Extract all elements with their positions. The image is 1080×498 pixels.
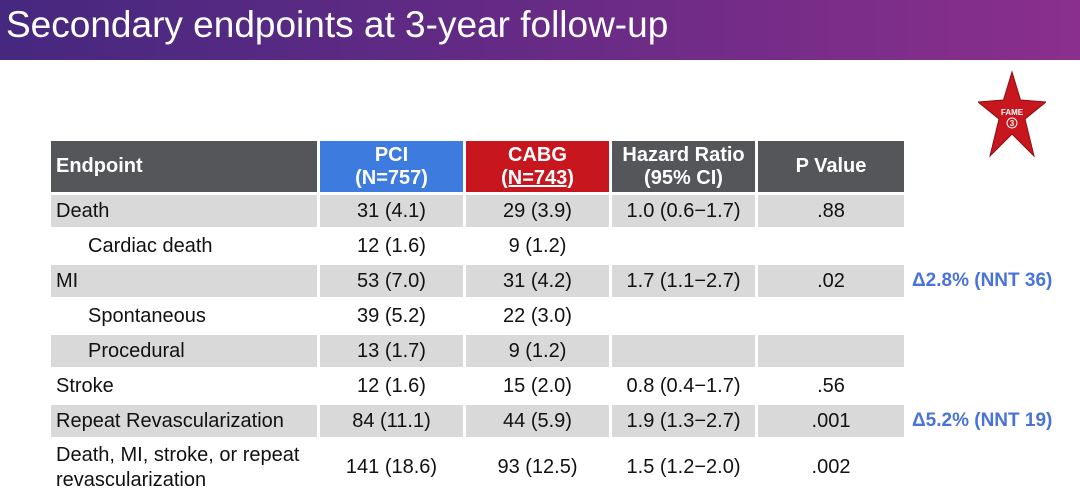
endpoint-cell: MI (51, 265, 317, 297)
header-pci-label: PCI (374, 143, 409, 166)
header-endpoint: Endpoint (51, 141, 317, 192)
p-cell (758, 335, 904, 367)
cabg-cell: 15 (2.0) (466, 370, 609, 402)
star-icon (978, 70, 1046, 158)
endpoint-cell: Stroke (51, 370, 317, 402)
endpoint-cell: Repeat Revascularization (51, 405, 317, 437)
mi-delta-annotation: Δ2.8% (NNT 36) (912, 270, 1053, 291)
header-pci-n: (N=757) (355, 166, 428, 189)
fame-3-logo: FAME 3 (978, 70, 1046, 158)
table-row: Stroke 12 (1.6) 15 (2.0) 0.8 (0.4−1.7) .… (51, 370, 904, 402)
header-pci: PCI (N=757) (320, 141, 463, 192)
header-hr-label: Hazard Ratio (622, 143, 745, 166)
table-header-row: Endpoint PCI (N=757) CABG (N=743) Hazard… (51, 141, 904, 192)
slide-title: Secondary endpoints at 3-year follow-up (6, 4, 669, 45)
table-row: MI 53 (7.0) 31 (4.2) 1.7 (1.1−2.7) .02 (51, 265, 904, 297)
cabg-cell: 29 (3.9) (466, 195, 609, 227)
hr-cell: 1.9 (1.3−2.7) (612, 405, 755, 437)
header-cabg-n: (N=743) (501, 166, 574, 189)
pci-cell: 53 (7.0) (320, 265, 463, 297)
cabg-cell: 9 (1.2) (466, 335, 609, 367)
table-row: Death, MI, stroke, or repeat revasculari… (51, 440, 904, 495)
hr-cell: 1.0 (0.6−1.7) (612, 195, 755, 227)
endpoint-cell: Death (51, 195, 317, 227)
header-cabg: CABG (N=743) (466, 141, 609, 192)
pci-cell: 12 (1.6) (320, 230, 463, 262)
header-hr-ci: (95% CI) (644, 166, 723, 189)
endpoints-table: Endpoint PCI (N=757) CABG (N=743) Hazard… (48, 138, 907, 498)
header-p-value: P Value (758, 141, 904, 192)
logo-number: 3 (1010, 119, 1015, 128)
pci-cell: 12 (1.6) (320, 370, 463, 402)
p-cell: .88 (758, 195, 904, 227)
hr-cell (612, 300, 755, 332)
p-cell: .002 (758, 440, 904, 495)
pci-cell: 141 (18.6) (320, 440, 463, 495)
cabg-cell: 44 (5.9) (466, 405, 609, 437)
cabg-cell: 93 (12.5) (466, 440, 609, 495)
logo-text: FAME (1001, 108, 1024, 117)
hr-cell: 0.8 (0.4−1.7) (612, 370, 755, 402)
table-row: Procedural 13 (1.7) 9 (1.2) (51, 335, 904, 367)
table-row: Spontaneous 39 (5.2) 22 (3.0) (51, 300, 904, 332)
hr-cell (612, 230, 755, 262)
endpoint-cell: Death, MI, stroke, or repeat revasculari… (51, 440, 317, 495)
endpoint-cell: Cardiac death (51, 230, 317, 262)
revasc-delta-annotation: Δ5.2% (NNT 19) (912, 410, 1053, 431)
pci-cell: 13 (1.7) (320, 335, 463, 367)
p-cell: .001 (758, 405, 904, 437)
title-bar: Secondary endpoints at 3-year follow-up (0, 0, 1080, 60)
endpoint-cell: Procedural (51, 335, 317, 367)
hr-cell: 1.5 (1.2−2.0) (612, 440, 755, 495)
header-cabg-label: CABG (508, 143, 567, 166)
header-hazard-ratio: Hazard Ratio (95% CI) (612, 141, 755, 192)
table-row: Repeat Revascularization 84 (11.1) 44 (5… (51, 405, 904, 437)
endpoint-cell: Spontaneous (51, 300, 317, 332)
table-row: Cardiac death 12 (1.6) 9 (1.2) (51, 230, 904, 262)
pci-cell: 39 (5.2) (320, 300, 463, 332)
hr-cell: 1.7 (1.1−2.7) (612, 265, 755, 297)
hr-cell (612, 335, 755, 367)
pci-cell: 31 (4.1) (320, 195, 463, 227)
cabg-cell: 31 (4.2) (466, 265, 609, 297)
p-cell (758, 300, 904, 332)
p-cell (758, 230, 904, 262)
p-cell: .56 (758, 370, 904, 402)
p-cell: .02 (758, 265, 904, 297)
pci-cell: 84 (11.1) (320, 405, 463, 437)
cabg-cell: 9 (1.2) (466, 230, 609, 262)
cabg-cell: 22 (3.0) (466, 300, 609, 332)
table-row: Death 31 (4.1) 29 (3.9) 1.0 (0.6−1.7) .8… (51, 195, 904, 227)
